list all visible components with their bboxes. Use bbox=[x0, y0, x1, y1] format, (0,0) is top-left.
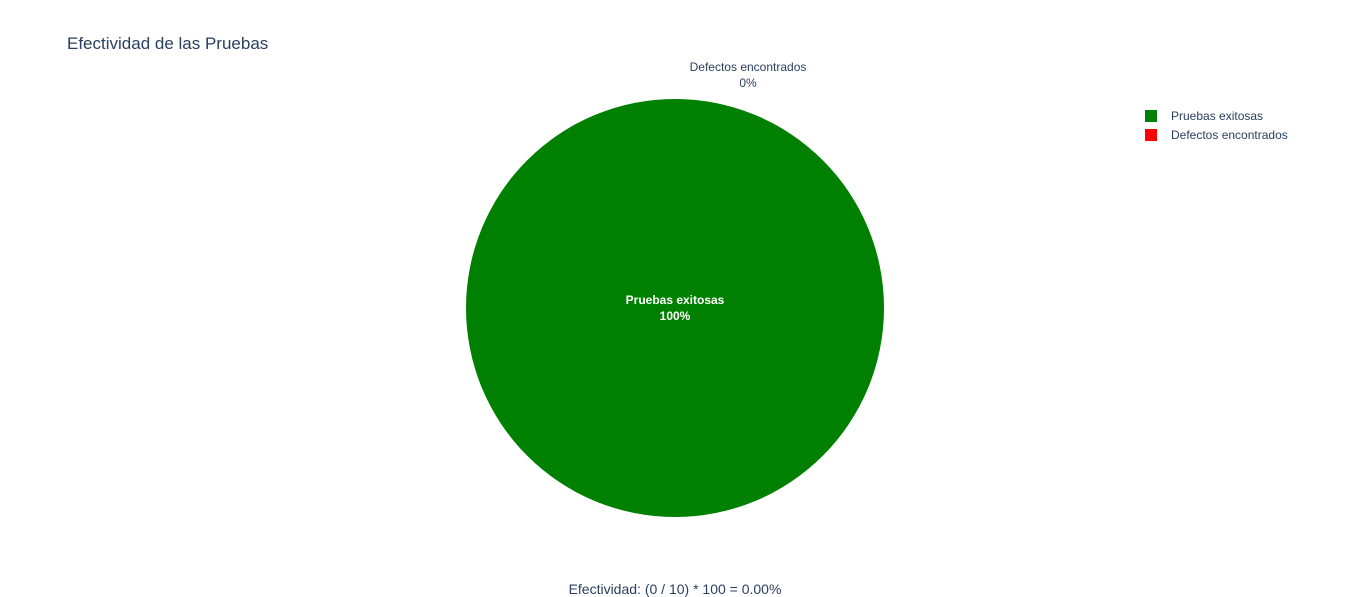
pie-label-percent-defectos-encontrados: 0% bbox=[739, 76, 757, 90]
legend-label-pruebas-exitosas: Pruebas exitosas bbox=[1171, 108, 1264, 123]
pie-label-name-defectos-encontrados: Defectos encontrados bbox=[690, 60, 807, 74]
legend-swatch-pruebas-exitosas bbox=[1145, 109, 1157, 122]
chart-title: Efectividad de las Pruebas bbox=[67, 34, 269, 53]
pie-label-pruebas-exitosas: Pruebas exitosas 100% bbox=[626, 293, 725, 323]
effectiveness-annotation: Efectividad: (0 / 10) * 100 = 0.00% bbox=[568, 581, 782, 597]
legend-item-pruebas-exitosas[interactable]: Pruebas exitosas bbox=[1145, 106, 1288, 125]
pie-label-defectos-encontrados: Defectos encontrados 0% bbox=[690, 60, 807, 90]
pie-slice-pruebas-exitosas[interactable] bbox=[466, 99, 884, 517]
legend-item-defectos-encontrados[interactable]: Defectos encontrados bbox=[1145, 125, 1288, 144]
legend: Pruebas exitosas Defectos encontrados bbox=[1145, 106, 1288, 144]
legend-swatch-defectos-encontrados bbox=[1145, 128, 1157, 141]
pie-label-name-pruebas-exitosas: Pruebas exitosas bbox=[626, 293, 725, 307]
pie-label-percent-pruebas-exitosas: 100% bbox=[660, 309, 691, 323]
legend-label-defectos-encontrados: Defectos encontrados bbox=[1171, 127, 1288, 142]
